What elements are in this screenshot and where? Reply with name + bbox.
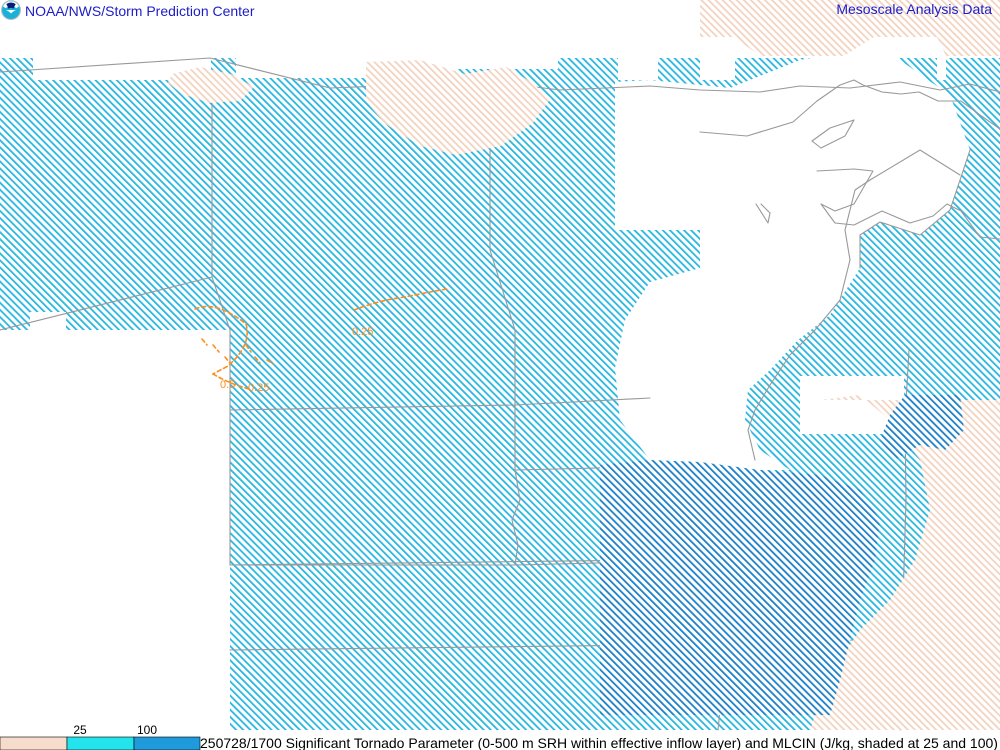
svg-text:0.25: 0.25 bbox=[248, 382, 269, 394]
svg-text:NOAA/NWS/Storm Prediction Cent: NOAA/NWS/Storm Prediction Center bbox=[25, 3, 255, 19]
svg-text:25: 25 bbox=[73, 723, 87, 737]
svg-text:250728/1700 Significant Tornad: 250728/1700 Significant Tornado Paramete… bbox=[200, 735, 998, 750]
svg-text:100: 100 bbox=[137, 723, 157, 737]
svg-text:0.25: 0.25 bbox=[352, 326, 373, 338]
svg-text:Mesoscale Analysis Data: Mesoscale Analysis Data bbox=[836, 1, 992, 17]
svg-text:0.5: 0.5 bbox=[220, 379, 235, 391]
